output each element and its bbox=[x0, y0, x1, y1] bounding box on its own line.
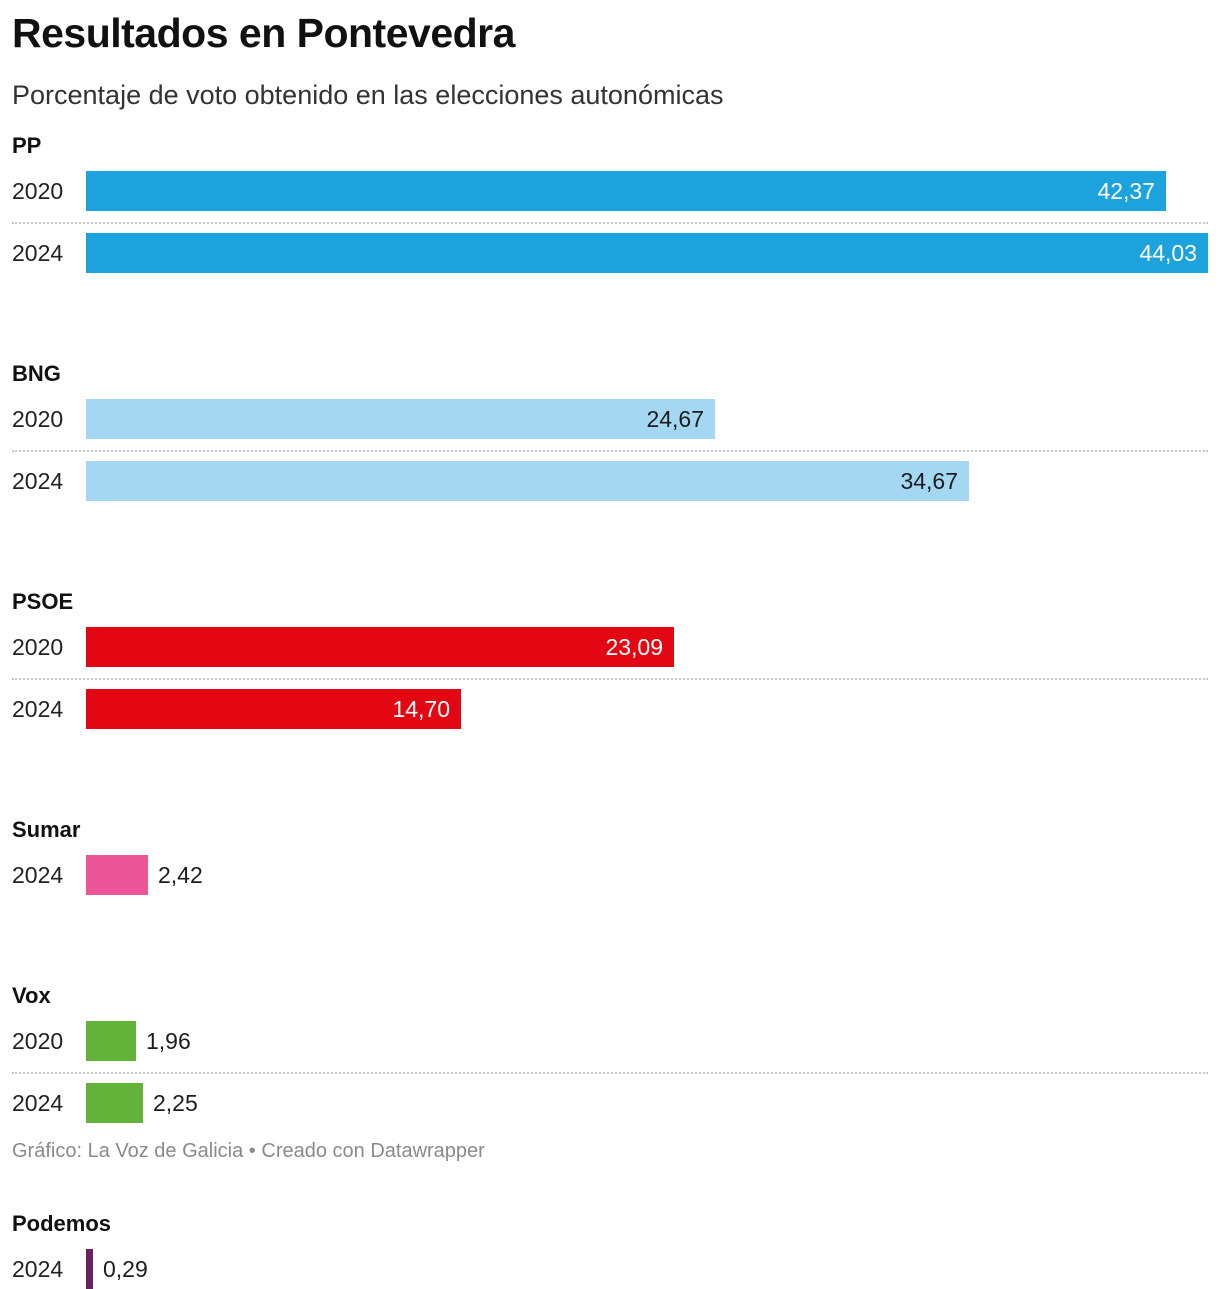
bar-pp-2020 bbox=[86, 171, 1166, 211]
year-label: 2024 bbox=[12, 1090, 64, 1116]
group-label-bng: BNG bbox=[12, 361, 61, 386]
value-label: 1,96 bbox=[146, 1028, 191, 1054]
value-label: 44,03 bbox=[1139, 240, 1197, 266]
year-label: 2020 bbox=[12, 1028, 64, 1054]
year-label: 2024 bbox=[12, 696, 64, 722]
bar-sumar-2024 bbox=[86, 855, 148, 895]
tool-credit: Creado con Datawrapper bbox=[261, 1140, 485, 1162]
value-label: 42,37 bbox=[1097, 178, 1155, 204]
bar-bng-2024 bbox=[86, 461, 969, 501]
value-label: 0,29 bbox=[103, 1256, 148, 1282]
chart-footer: Gráfico: La Voz de Galicia • Creado con … bbox=[12, 1140, 485, 1163]
row-separator bbox=[12, 678, 1208, 680]
year-label: 2020 bbox=[12, 178, 64, 204]
year-label: 2024 bbox=[12, 1256, 64, 1282]
bar-vox-2024 bbox=[86, 1083, 143, 1123]
group-label-podemos: Podemos bbox=[12, 1211, 112, 1236]
chart-title: Resultados en Pontevedra bbox=[12, 10, 515, 56]
chart-subtitle: Porcentaje de voto obtenido en las elecc… bbox=[12, 80, 724, 110]
group-label-vox: Vox bbox=[12, 983, 51, 1008]
value-label: 24,67 bbox=[646, 406, 704, 432]
footer-separator: • bbox=[248, 1140, 256, 1162]
bar-chart: PP 2020 42,37 2024 44,03 BNG 2020 24,67 2024 34,6… bbox=[12, 133, 1208, 1289]
row-separator bbox=[12, 1072, 1208, 1074]
bar-pp-2024 bbox=[86, 233, 1208, 273]
value-label: 34,67 bbox=[900, 468, 958, 494]
bar-vox-2020 bbox=[86, 1021, 136, 1061]
group-label-pp: PP bbox=[12, 133, 42, 158]
row-separator bbox=[12, 222, 1208, 224]
year-label: 2024 bbox=[12, 240, 64, 266]
bar-psoe-2020 bbox=[86, 627, 674, 667]
bar-psoe-2024 bbox=[86, 689, 461, 729]
row-separator bbox=[12, 450, 1208, 452]
year-label: 2024 bbox=[12, 468, 64, 494]
value-label: 2,42 bbox=[158, 862, 203, 888]
year-label: 2020 bbox=[12, 634, 64, 660]
source-credit: Gráfico: La Voz de Galicia bbox=[12, 1140, 244, 1162]
value-label: 14,70 bbox=[392, 696, 450, 722]
bar-bng-2020 bbox=[86, 399, 715, 439]
bar-podemos-2024 bbox=[86, 1249, 93, 1289]
value-label: 23,09 bbox=[605, 634, 663, 660]
group-label-sumar: Sumar bbox=[12, 817, 81, 842]
year-label: 2020 bbox=[12, 406, 64, 432]
year-label: 2024 bbox=[12, 862, 64, 888]
group-label-psoe: PSOE bbox=[12, 589, 74, 614]
value-label: 2,25 bbox=[153, 1090, 198, 1116]
